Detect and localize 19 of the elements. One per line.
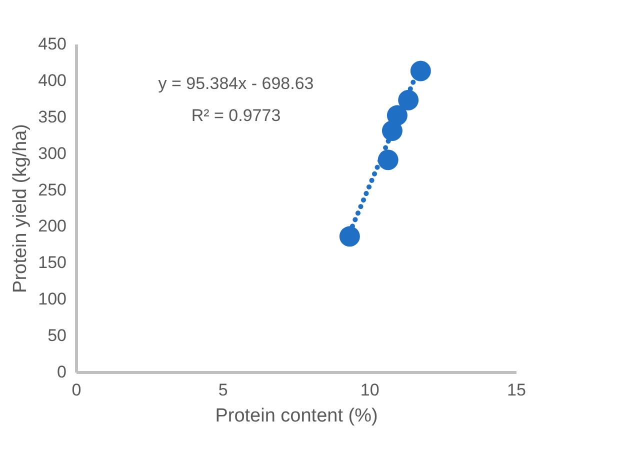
y-tick-label: 400	[38, 70, 66, 90]
y-tick-label: 150	[38, 253, 66, 272]
x-tick-label: 15	[507, 380, 526, 400]
annotation: y = 95.384x - 698.63	[158, 74, 314, 93]
y-tick-label: 200	[38, 216, 66, 236]
y-tick-label: 350	[38, 107, 66, 126]
y-axis-title: Protein yield (kg/ha)	[10, 124, 32, 293]
y-tick-label: 50	[48, 326, 66, 346]
y-tick-label: 0	[57, 362, 66, 382]
y-tick-label: 300	[38, 144, 66, 163]
y-tick-label: 450	[38, 34, 66, 54]
x-axis-title: Protein content (%)	[215, 406, 378, 426]
point	[339, 226, 360, 247]
x-tick-label: 10	[360, 380, 380, 400]
x-tick-label: 0	[72, 380, 82, 400]
y-tick-label: 250	[38, 180, 66, 200]
y-tick-label: 100	[38, 290, 66, 309]
x-tick-label: 5	[218, 380, 228, 400]
annotation: R² = 0.9773	[191, 106, 281, 125]
